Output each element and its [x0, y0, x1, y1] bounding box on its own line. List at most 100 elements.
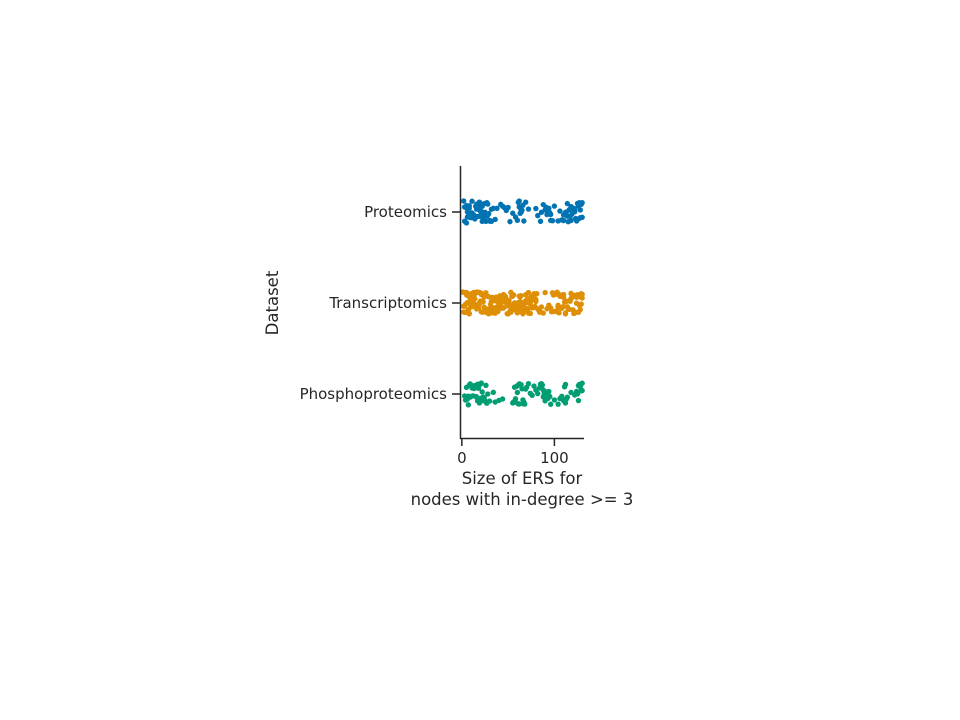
proteomics-point	[516, 198, 522, 204]
x-axis-label-line-2: nodes with in-degree >= 3	[411, 490, 634, 509]
transcriptomics-point	[463, 292, 470, 298]
transcriptomics-point	[579, 295, 585, 301]
proteomics-point	[486, 217, 493, 224]
proteomics-point	[499, 203, 506, 209]
transcriptomics-point	[540, 310, 546, 316]
axes	[459, 166, 584, 440]
transcriptomics-point	[515, 302, 521, 308]
transcriptomics-point	[465, 306, 472, 313]
transcriptomics-point	[538, 304, 545, 310]
proteomics-point	[461, 204, 468, 210]
proteomics-point	[575, 203, 582, 209]
transcriptomics-point	[474, 304, 481, 310]
phosphoproteomics-point	[490, 389, 497, 396]
proteomics-point	[551, 203, 558, 209]
transcriptomics-point	[554, 289, 560, 295]
ticks: Proteomics Transcriptomics Phosphoproteomi…	[300, 203, 569, 467]
proteomics-point	[472, 213, 478, 219]
transcriptomics-point	[504, 303, 510, 309]
transcriptomics-point	[500, 291, 507, 298]
y-tick-label-phosphoproteomics: Phosphoproteomics	[300, 385, 448, 403]
transcriptomics-point	[517, 294, 523, 300]
proteomics-point	[510, 210, 516, 216]
phosphoproteomics-point	[520, 397, 526, 403]
y-tick-label-transcriptomics: Transcriptomics	[328, 294, 447, 312]
x-axis-label-line-1: Size of ERS for	[462, 469, 583, 488]
phosphoproteomics-point	[478, 380, 484, 386]
transcriptomics-point	[498, 304, 505, 310]
phosphoproteomics-point	[516, 381, 522, 387]
proteomics-point	[494, 205, 500, 212]
phosphoproteomics-point	[564, 394, 571, 400]
transcriptomics-point	[568, 296, 574, 302]
proteomics-point	[568, 217, 574, 224]
proteomics-point	[535, 212, 541, 219]
phosphoproteomics-point	[535, 390, 541, 397]
transcriptomics-point	[530, 305, 536, 311]
transcriptomics-point	[485, 293, 492, 300]
proteomics-point	[549, 217, 556, 224]
transcriptomics-point	[472, 296, 478, 302]
transcriptomics-point	[524, 307, 531, 313]
phosphoproteomics-point	[555, 401, 561, 407]
phosphoproteomics-point	[551, 397, 558, 403]
proteomics-point	[466, 203, 472, 209]
proteomics-point	[507, 218, 513, 225]
transcriptomics-point	[519, 305, 525, 312]
proteomics-point	[579, 200, 585, 206]
transcriptomics-point	[573, 294, 580, 300]
transcriptomics-point	[489, 310, 496, 316]
phosphoproteomics-point	[467, 394, 473, 400]
proteomics-point	[463, 220, 470, 226]
transcriptomics-point	[487, 301, 494, 308]
phosphoproteomics-point	[574, 391, 581, 397]
transcriptomics-point	[471, 289, 477, 296]
proteomics-point	[579, 214, 585, 221]
proteomics-point	[564, 200, 571, 207]
phosphoproteomics-point	[575, 397, 582, 404]
phosphoproteomics-point	[538, 381, 545, 387]
transcriptomics-point	[467, 298, 473, 304]
transcriptomics-point	[506, 297, 512, 304]
transcriptomics-point	[508, 289, 514, 296]
proteomics-point	[544, 211, 550, 218]
proteomics-point	[533, 205, 539, 212]
transcriptomics-point	[533, 296, 539, 303]
proteomics-point	[573, 218, 580, 224]
transcriptomics-point	[579, 291, 585, 297]
phosphoproteomics-point	[544, 389, 550, 395]
transcriptomics-point	[531, 291, 537, 297]
proteomics-point	[485, 211, 492, 217]
transcriptomics-point	[480, 299, 486, 305]
proteomics-point	[461, 198, 467, 204]
proteomics-point	[469, 198, 475, 204]
phosphoproteomics-point	[547, 401, 554, 407]
proteomics-point	[525, 206, 532, 212]
transcriptomics-point	[460, 289, 466, 295]
phosphoproteomics-point	[577, 384, 583, 390]
proteomics-point	[477, 208, 484, 214]
transcriptomics-point	[542, 289, 548, 296]
transcriptomics-point	[572, 310, 578, 316]
phosphoproteomics-point	[486, 398, 493, 404]
phosphoproteomics-point	[512, 399, 519, 405]
transcriptomics-point	[511, 307, 518, 313]
proteomics-point	[537, 218, 544, 225]
transcriptomics-point	[526, 296, 533, 302]
phosphoproteomics-point	[522, 401, 528, 407]
transcriptomics-point	[559, 305, 565, 311]
transcriptomics-point	[553, 308, 559, 314]
phosphoproteomics-point	[529, 392, 535, 399]
proteomics-point	[505, 204, 511, 211]
proteomics-point	[523, 199, 529, 205]
phosphoproteomics-point	[559, 393, 565, 399]
x-tick-label-0: 0	[457, 449, 467, 467]
proteomics-point	[464, 209, 471, 215]
transcriptomics-point	[493, 304, 499, 311]
transcriptomics-point	[578, 301, 584, 307]
proteomics-point	[521, 218, 527, 224]
phosphoproteomics-point	[562, 381, 569, 388]
phosphoproteomics-point	[482, 398, 488, 405]
phosphoproteomics-point	[525, 380, 532, 387]
